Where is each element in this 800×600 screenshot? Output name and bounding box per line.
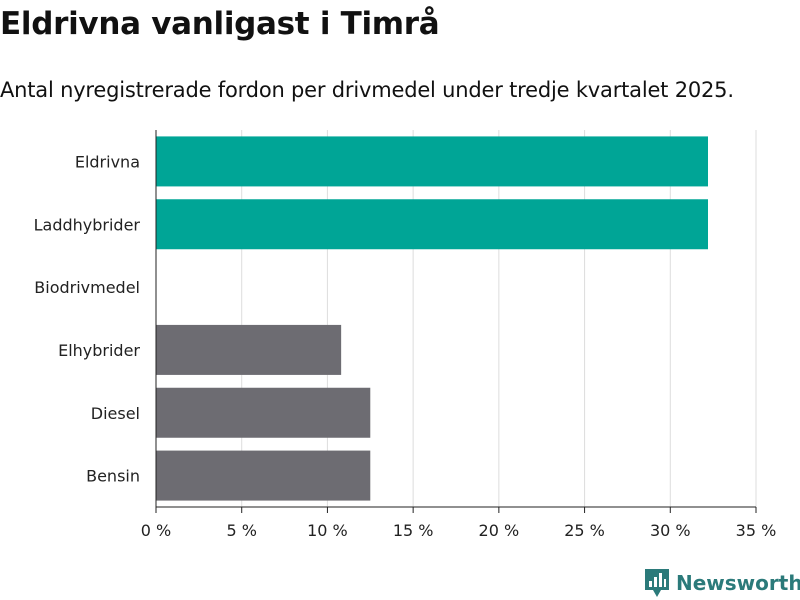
x-tick-label: 0 % — [141, 521, 171, 540]
x-tick-label: 5 % — [226, 521, 256, 540]
x-tick-label: 25 % — [564, 521, 605, 540]
category-label: Biodrivmedel — [34, 278, 140, 297]
category-label: Eldrivna — [75, 152, 140, 171]
x-tick-label: 35 % — [736, 521, 777, 540]
bar — [156, 450, 371, 501]
brand-logo: Newsworthy — [644, 568, 800, 598]
chart-subtitle: Antal nyregistrerade fordon per drivmede… — [0, 78, 734, 102]
brand-name: Newsworthy — [676, 571, 800, 595]
bar — [156, 199, 708, 250]
category-label: Laddhybrider — [34, 215, 141, 234]
bar — [156, 324, 342, 375]
x-tick-label: 10 % — [307, 521, 348, 540]
chart-title: Eldrivna vanligast i Timrå — [0, 6, 440, 42]
x-tick-label: 20 % — [479, 521, 520, 540]
x-tick-label: 15 % — [393, 521, 434, 540]
bar — [156, 136, 708, 187]
bar — [156, 387, 371, 438]
category-label: Elhybrider — [58, 341, 140, 360]
category-label: Bensin — [86, 467, 140, 486]
category-label: Diesel — [91, 404, 140, 423]
newsworthy-logo-icon — [645, 569, 669, 597]
x-tick-label: 30 % — [650, 521, 691, 540]
